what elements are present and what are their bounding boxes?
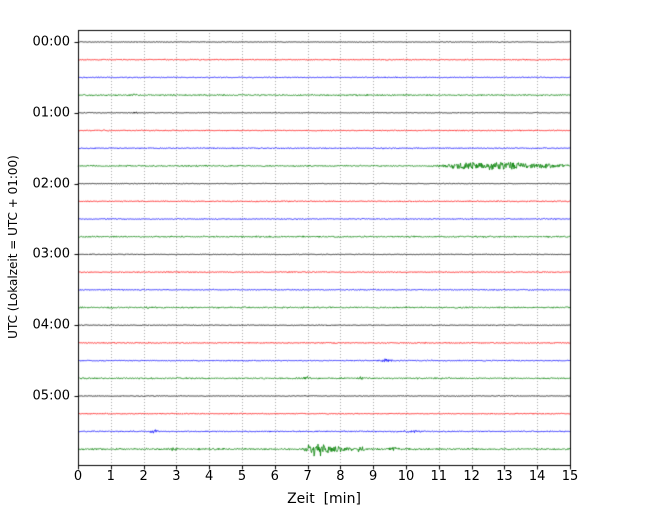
x-tick-label: 13 xyxy=(496,469,513,484)
x-tick-label: 9 xyxy=(369,469,378,484)
x-tick-label: 3 xyxy=(172,469,181,484)
x-tick-label: 11 xyxy=(430,469,448,484)
y-tick-label: 03:00 xyxy=(32,246,70,262)
x-tick-label: 12 xyxy=(463,469,480,484)
x-tick-label: 6 xyxy=(270,469,279,484)
x-tick-label: 7 xyxy=(303,469,312,484)
y-tick-label: 02:00 xyxy=(32,176,70,192)
x-axis-label: Zeit [min] xyxy=(287,491,361,507)
x-tick-label: 2 xyxy=(139,469,148,484)
x-tick-label: 15 xyxy=(561,469,579,484)
x-tick-label: 8 xyxy=(336,469,345,484)
y-tick-label: 01:00 xyxy=(32,105,70,121)
x-tick-label: 0 xyxy=(73,469,83,484)
x-tick-label: 10 xyxy=(397,469,415,484)
y-tick-label: 00:00 xyxy=(32,34,70,50)
x-tick-label: 5 xyxy=(237,469,247,484)
x-tick-label: 1 xyxy=(106,469,115,484)
y-tick-label: 04:00 xyxy=(32,317,70,333)
x-tick-label: 4 xyxy=(205,469,214,484)
y-tick-label: 05:00 xyxy=(32,388,70,404)
x-tick-label: 14 xyxy=(528,469,546,484)
